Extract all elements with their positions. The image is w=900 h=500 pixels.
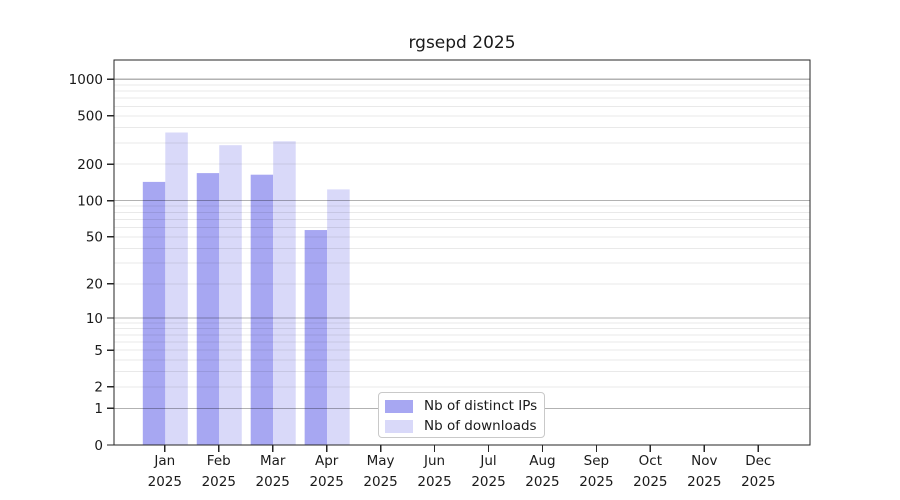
y-tick-label-10: 10 bbox=[86, 311, 103, 327]
x-tick-label-month-nov: Nov bbox=[691, 453, 717, 469]
x-tick-label-year-dec: 2025 bbox=[741, 474, 775, 490]
bar-apr-distinct-ips bbox=[304, 230, 328, 445]
x-tick-label-month-apr: Apr bbox=[315, 453, 339, 469]
x-tick-label-month-mar: Mar bbox=[260, 453, 286, 469]
y-tick-label-100: 100 bbox=[77, 193, 103, 209]
x-tick-label-year-aug: 2025 bbox=[525, 474, 559, 490]
x-tick-label-year-jun: 2025 bbox=[417, 474, 451, 490]
x-tick-label-year-oct: 2025 bbox=[633, 474, 667, 490]
x-tick-label-year-apr: 2025 bbox=[309, 474, 343, 490]
x-tick-label-year-jul: 2025 bbox=[471, 474, 505, 490]
legend: Nb of distinct IPs Nb of downloads bbox=[378, 392, 545, 438]
y-axis-group: 0 1 2 5 10 20 50 100 200 500 1000 bbox=[69, 72, 114, 454]
bar-mar-distinct-ips bbox=[250, 174, 274, 445]
bar-feb-distinct-ips bbox=[196, 173, 220, 445]
y-tick-label-5: 5 bbox=[94, 343, 103, 359]
x-tick-label-month-may: May bbox=[367, 453, 395, 469]
bar-feb-downloads bbox=[219, 145, 242, 445]
legend-label-distinct-ips: Nb of distinct IPs bbox=[424, 397, 538, 414]
legend-entry-distinct-ips: Nb of distinct IPs bbox=[385, 397, 544, 414]
legend-entry-downloads: Nb of downloads bbox=[385, 417, 544, 434]
bar-jan-distinct-ips bbox=[142, 181, 166, 445]
y-tick-label-50: 50 bbox=[86, 230, 103, 246]
legend-label-downloads: Nb of downloads bbox=[424, 417, 537, 434]
x-tick-label-month-feb: Feb bbox=[207, 453, 231, 469]
x-tick-label-year-sep: 2025 bbox=[579, 474, 613, 490]
y-tick-label-20: 20 bbox=[86, 277, 103, 293]
y-tick-label-2: 2 bbox=[94, 380, 103, 396]
bars-group bbox=[142, 132, 350, 445]
y-tick-label-200: 200 bbox=[77, 157, 103, 173]
x-tick-label-year-feb: 2025 bbox=[202, 474, 236, 490]
x-tick-label-year-jan: 2025 bbox=[148, 474, 182, 490]
plot-border bbox=[113, 59, 811, 446]
x-tick-label-month-jan: Jan bbox=[153, 453, 175, 469]
bar-apr-downloads bbox=[327, 189, 350, 445]
chart-title: rgsepd 2025 bbox=[408, 33, 516, 53]
x-tick-label-month-jun: Jun bbox=[423, 453, 445, 469]
x-tick-label-month-dec: Dec bbox=[745, 453, 771, 469]
x-tick-label-year-nov: 2025 bbox=[687, 474, 721, 490]
y-tick-label-1000: 1000 bbox=[69, 72, 103, 88]
x-tick-label-year-may: 2025 bbox=[363, 474, 397, 490]
legend-swatch-downloads bbox=[385, 420, 413, 433]
x-tick-label-month-jul: Jul bbox=[479, 453, 496, 469]
legend-swatch-distinct-ips bbox=[385, 400, 413, 413]
x-tick-label-year-mar: 2025 bbox=[256, 474, 290, 490]
y-tick-label-1: 1 bbox=[94, 401, 103, 417]
bar-mar-downloads bbox=[273, 141, 296, 445]
y-tick-label-500: 500 bbox=[77, 109, 103, 125]
x-tick-label-month-oct: Oct bbox=[639, 453, 662, 469]
bar-jan-downloads bbox=[165, 132, 188, 445]
x-axis-group: Jan 2025 Feb 2025 Mar 2025 Apr 2025 May 2025 Jun 20… bbox=[148, 445, 775, 490]
x-tick-label-month-aug: Aug bbox=[529, 453, 555, 469]
y-tick-label-0: 0 bbox=[94, 438, 103, 454]
x-tick-label-month-sep: Sep bbox=[584, 453, 609, 469]
